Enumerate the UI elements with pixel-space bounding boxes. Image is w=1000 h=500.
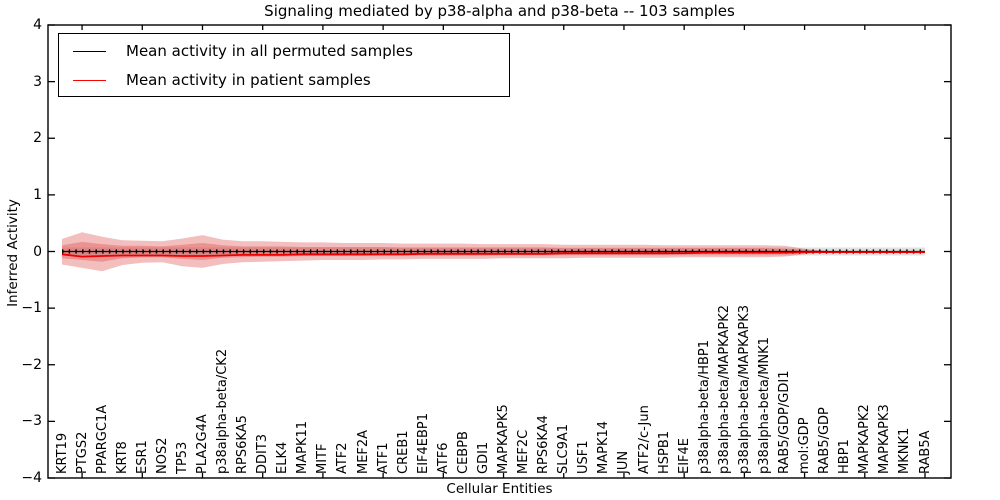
x-tick-label: DDIT3	[255, 433, 271, 474]
x-tick-label: RAB5A	[917, 430, 933, 474]
x-tick-label: ATF1	[375, 442, 391, 474]
x-tick-label: MAPKAPK3	[877, 404, 893, 474]
x-tick-label: p38alpha-beta/MAPKAPK3	[736, 305, 752, 474]
y-tick-label: −3	[21, 413, 42, 430]
y-tick-label: 1	[33, 186, 42, 203]
permuted-line-sample-icon	[73, 50, 106, 52]
legend-label: Mean activity in patient samples	[126, 71, 371, 89]
chart-title: Signaling mediated by p38-alpha and p38-…	[264, 2, 735, 20]
x-tick-label: JUN	[616, 450, 632, 474]
x-tick-label: HBP1	[837, 439, 853, 474]
x-tick-label: MAPK14	[596, 420, 612, 474]
x-tick-label: ESR1	[134, 440, 150, 474]
x-tick-label: RAB5/GDP/GDI1	[777, 370, 792, 474]
y-tick-label: 2	[33, 130, 42, 147]
x-tick-label: p38alpha-beta/MAPKAPK2	[716, 305, 732, 474]
x-tick-label: NOS2	[154, 437, 170, 474]
legend: Mean activity in all permuted samples Me…	[58, 33, 510, 97]
legend-entry-patient: Mean activity in patient samples	[59, 65, 371, 95]
x-tick-label: p38alpha-beta/CK2	[215, 348, 231, 474]
x-tick-label: MKNK1	[897, 427, 913, 474]
x-tick-label: PTGS2	[74, 431, 90, 474]
x-tick-label: PLA2G4A	[194, 414, 210, 474]
x-tick-label: EIF4EBP1	[415, 412, 431, 474]
y-tick-label: 4	[33, 17, 42, 33]
x-tick-label: MAPKAPK2	[857, 404, 873, 474]
x-tick-label: p38alpha-beta/MNK1	[756, 337, 772, 474]
x-tick-label: MEF2C	[516, 429, 532, 474]
x-tick-label: ATF2/c-Jun	[636, 405, 652, 474]
x-tick-label: ATF6	[435, 442, 451, 474]
x-tick-label: EIF4E	[676, 437, 692, 474]
y-tick-label: −1	[21, 300, 42, 317]
x-tick-label: RPS6KA4	[536, 415, 552, 474]
x-tick-label: p38alpha-beta/HBP1	[696, 339, 712, 474]
x-tick-label: SLC9A1	[556, 423, 572, 474]
x-tick-label: RAB5/GDP	[817, 407, 833, 474]
legend-label: Mean activity in all permuted samples	[126, 42, 413, 60]
x-tick-label: mol:GDP	[797, 417, 813, 474]
x-tick-label: GDI1	[475, 441, 491, 474]
x-tick-label: CEBPB	[455, 431, 471, 474]
x-tick-label: MITF	[315, 443, 331, 474]
x-tick-label: RPS6KA5	[235, 415, 251, 474]
x-tick-label: KRT8	[114, 441, 130, 474]
patient-line-sample-icon	[73, 79, 106, 81]
x-tick-label: ATF2	[335, 442, 351, 474]
x-tick-label: PPARGC1A	[94, 404, 110, 474]
x-tick-label: CREB1	[395, 430, 411, 474]
y-tick-label: 0	[33, 243, 42, 260]
x-tick-label: USF1	[576, 440, 592, 474]
x-tick-label: TP53	[174, 441, 190, 474]
x-tick-label: KRT19	[54, 432, 70, 474]
y-tick-label: −4	[21, 470, 42, 486]
legend-entry-permuted: Mean activity in all permuted samples	[59, 36, 413, 66]
x-tick-label: MAPK11	[295, 420, 311, 474]
x-tick-label: HSPB1	[656, 430, 672, 474]
x-tick-label: MEF2A	[355, 429, 371, 474]
x-tick-label: MAPKAPK5	[496, 404, 512, 474]
x-axis-label: Cellular Entities	[446, 481, 553, 497]
y-tick-label: −2	[21, 356, 42, 373]
y-tick-label: 3	[33, 73, 42, 90]
x-tick-label: ELK4	[275, 441, 291, 474]
patient-mean-line	[61, 251, 925, 258]
